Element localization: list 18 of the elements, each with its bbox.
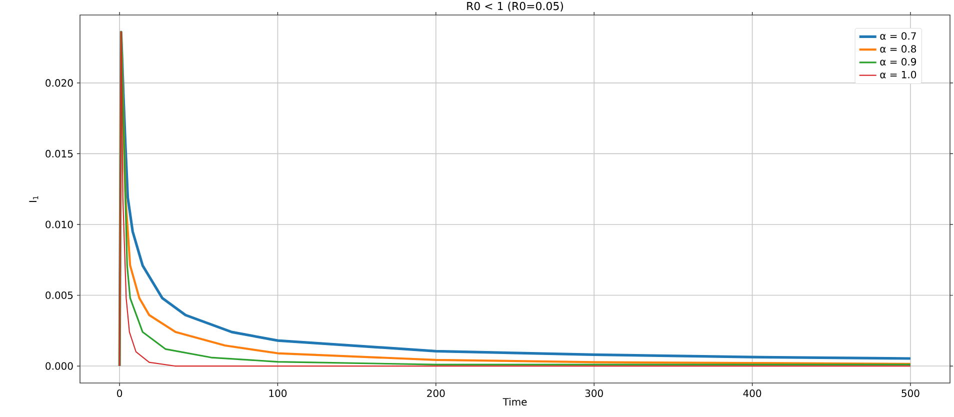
y-tick-label: 0.015 [46,150,73,158]
legend-label: α = 0.9 [880,58,916,66]
x-tick-label: 400 [743,390,762,398]
x-tick-label: 100 [269,390,287,398]
x-tick-label: 300 [585,390,603,398]
y-axis-title: I$_{1}$ [29,196,38,202]
y-tick-label: 0.005 [46,291,73,300]
y-tick-label: 0.010 [46,220,73,228]
x-tick-label: 0 [117,390,122,398]
y-tick-label: 0.020 [46,79,73,87]
legend-label: α = 1.0 [880,70,916,78]
legend-label: α = 0.7 [880,32,916,40]
x-axis-title: Time [502,398,527,406]
y-tick-label: 0.000 [46,362,73,370]
legend-label: α = 0.8 [880,45,916,53]
x-tick-label: 200 [427,390,445,398]
x-tick-label: 500 [902,390,920,398]
chart-title: R0 < 1 (R0=0.05) [467,2,563,12]
